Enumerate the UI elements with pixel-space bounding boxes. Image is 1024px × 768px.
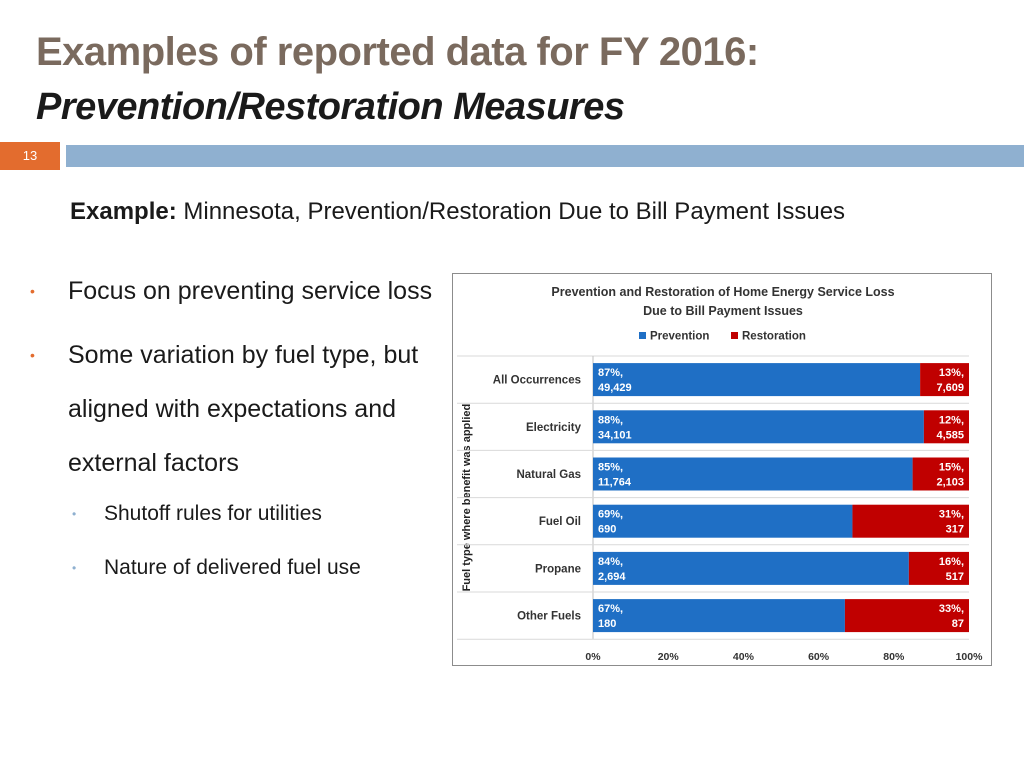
slide-number: 13 bbox=[0, 142, 60, 170]
x-tick-label: 80% bbox=[883, 651, 905, 663]
data-label-percent: 67%, bbox=[598, 603, 623, 615]
example-line: Example: Minnesota, Prevention/Restorati… bbox=[70, 198, 845, 226]
data-label-percent: 15%, bbox=[939, 462, 964, 474]
chart-frame: Prevention and Restoration of Home Energ… bbox=[452, 273, 992, 666]
data-label-count: 4,585 bbox=[936, 429, 964, 441]
bar-prevention bbox=[593, 457, 913, 491]
bar-restoration bbox=[908, 551, 969, 585]
bullet-item: • Some variation by fuel type, but align… bbox=[30, 328, 440, 490]
bar-restoration bbox=[912, 457, 969, 491]
example-label: Example: bbox=[70, 198, 177, 225]
legend-label: Restoration bbox=[742, 331, 806, 343]
category-label: Electricity bbox=[526, 422, 582, 434]
bar-restoration bbox=[852, 504, 969, 538]
sub-bullet-item: • Shutoff rules for utilities bbox=[30, 500, 440, 528]
legend-swatch bbox=[639, 332, 646, 339]
bar-prevention bbox=[593, 410, 924, 444]
bullet-list: • Focus on preventing service loss • Som… bbox=[30, 264, 440, 608]
example-text: Minnesota, Prevention/Restoration Due to… bbox=[176, 198, 846, 225]
bar-prevention bbox=[593, 504, 853, 538]
sub-bullet-text: Shutoff rules for utilities bbox=[104, 502, 322, 525]
category-label: All Occurrences bbox=[493, 375, 581, 387]
bullet-text: Some variation by fuel type, but aligned… bbox=[68, 341, 419, 477]
data-label-percent: 69%, bbox=[598, 509, 623, 521]
sub-bullet-dot-icon: • bbox=[72, 507, 77, 521]
chart-title: Due to Bill Payment Issues bbox=[643, 304, 803, 318]
bullet-dot-icon: • bbox=[30, 347, 35, 363]
bar-prevention bbox=[593, 551, 909, 585]
stacked-bar-chart: Prevention and Restoration of Home Energ… bbox=[457, 285, 984, 663]
category-label: Propane bbox=[535, 563, 581, 575]
data-label-percent: 84%, bbox=[598, 556, 623, 568]
data-label-percent: 88%, bbox=[598, 414, 623, 426]
x-tick-label: 20% bbox=[658, 651, 680, 663]
data-label-count: 180 bbox=[598, 618, 616, 630]
data-label-count: 517 bbox=[946, 571, 964, 583]
legend-label: Prevention bbox=[650, 331, 709, 343]
data-label-percent: 85%, bbox=[598, 462, 623, 474]
bar-restoration bbox=[844, 599, 969, 633]
x-tick-label: 60% bbox=[808, 651, 830, 663]
legend-swatch bbox=[731, 332, 738, 339]
category-label: Natural Gas bbox=[516, 469, 581, 481]
x-tick-label: 100% bbox=[956, 651, 984, 663]
data-label-count: 11,764 bbox=[598, 477, 632, 489]
data-label-count: 2,103 bbox=[936, 477, 964, 489]
data-label-count: 317 bbox=[946, 524, 964, 536]
bar-restoration bbox=[923, 410, 969, 444]
slide-title: Examples of reported data for FY 2016: bbox=[36, 30, 759, 74]
slide-subtitle: Prevention/Restoration Measures bbox=[36, 86, 625, 128]
data-label-percent: 12%, bbox=[939, 414, 964, 426]
bullet-item: • Focus on preventing service loss bbox=[30, 264, 440, 318]
category-label: Other Fuels bbox=[517, 611, 581, 623]
data-label-percent: 13%, bbox=[939, 367, 964, 379]
sub-bullet-dot-icon: • bbox=[72, 561, 77, 575]
data-label-count: 690 bbox=[598, 524, 616, 536]
bar-prevention bbox=[593, 363, 921, 397]
data-label-percent: 33%, bbox=[939, 603, 964, 615]
data-label-percent: 87%, bbox=[598, 367, 623, 379]
data-label-count: 34,101 bbox=[598, 429, 632, 441]
data-label-percent: 31%, bbox=[939, 509, 964, 521]
data-label-count: 2,694 bbox=[598, 571, 626, 583]
data-label-count: 7,609 bbox=[936, 382, 964, 394]
sub-bullet-text: Nature of delivered fuel use bbox=[104, 556, 361, 579]
sub-bullet-item: • Nature of delivered fuel use bbox=[30, 554, 440, 582]
x-tick-label: 40% bbox=[733, 651, 755, 663]
chart-title: Prevention and Restoration of Home Energ… bbox=[551, 285, 894, 299]
data-label-count: 87 bbox=[952, 618, 964, 630]
data-label-percent: 16%, bbox=[939, 556, 964, 568]
category-label: Fuel Oil bbox=[539, 516, 581, 528]
data-label-count: 49,429 bbox=[598, 382, 632, 394]
bar-restoration bbox=[920, 363, 969, 397]
header-band bbox=[66, 145, 1024, 167]
bar-prevention bbox=[593, 599, 845, 633]
bullet-text: Focus on preventing service loss bbox=[68, 277, 433, 305]
x-tick-label: 0% bbox=[585, 651, 601, 663]
bullet-dot-icon: • bbox=[30, 283, 35, 299]
